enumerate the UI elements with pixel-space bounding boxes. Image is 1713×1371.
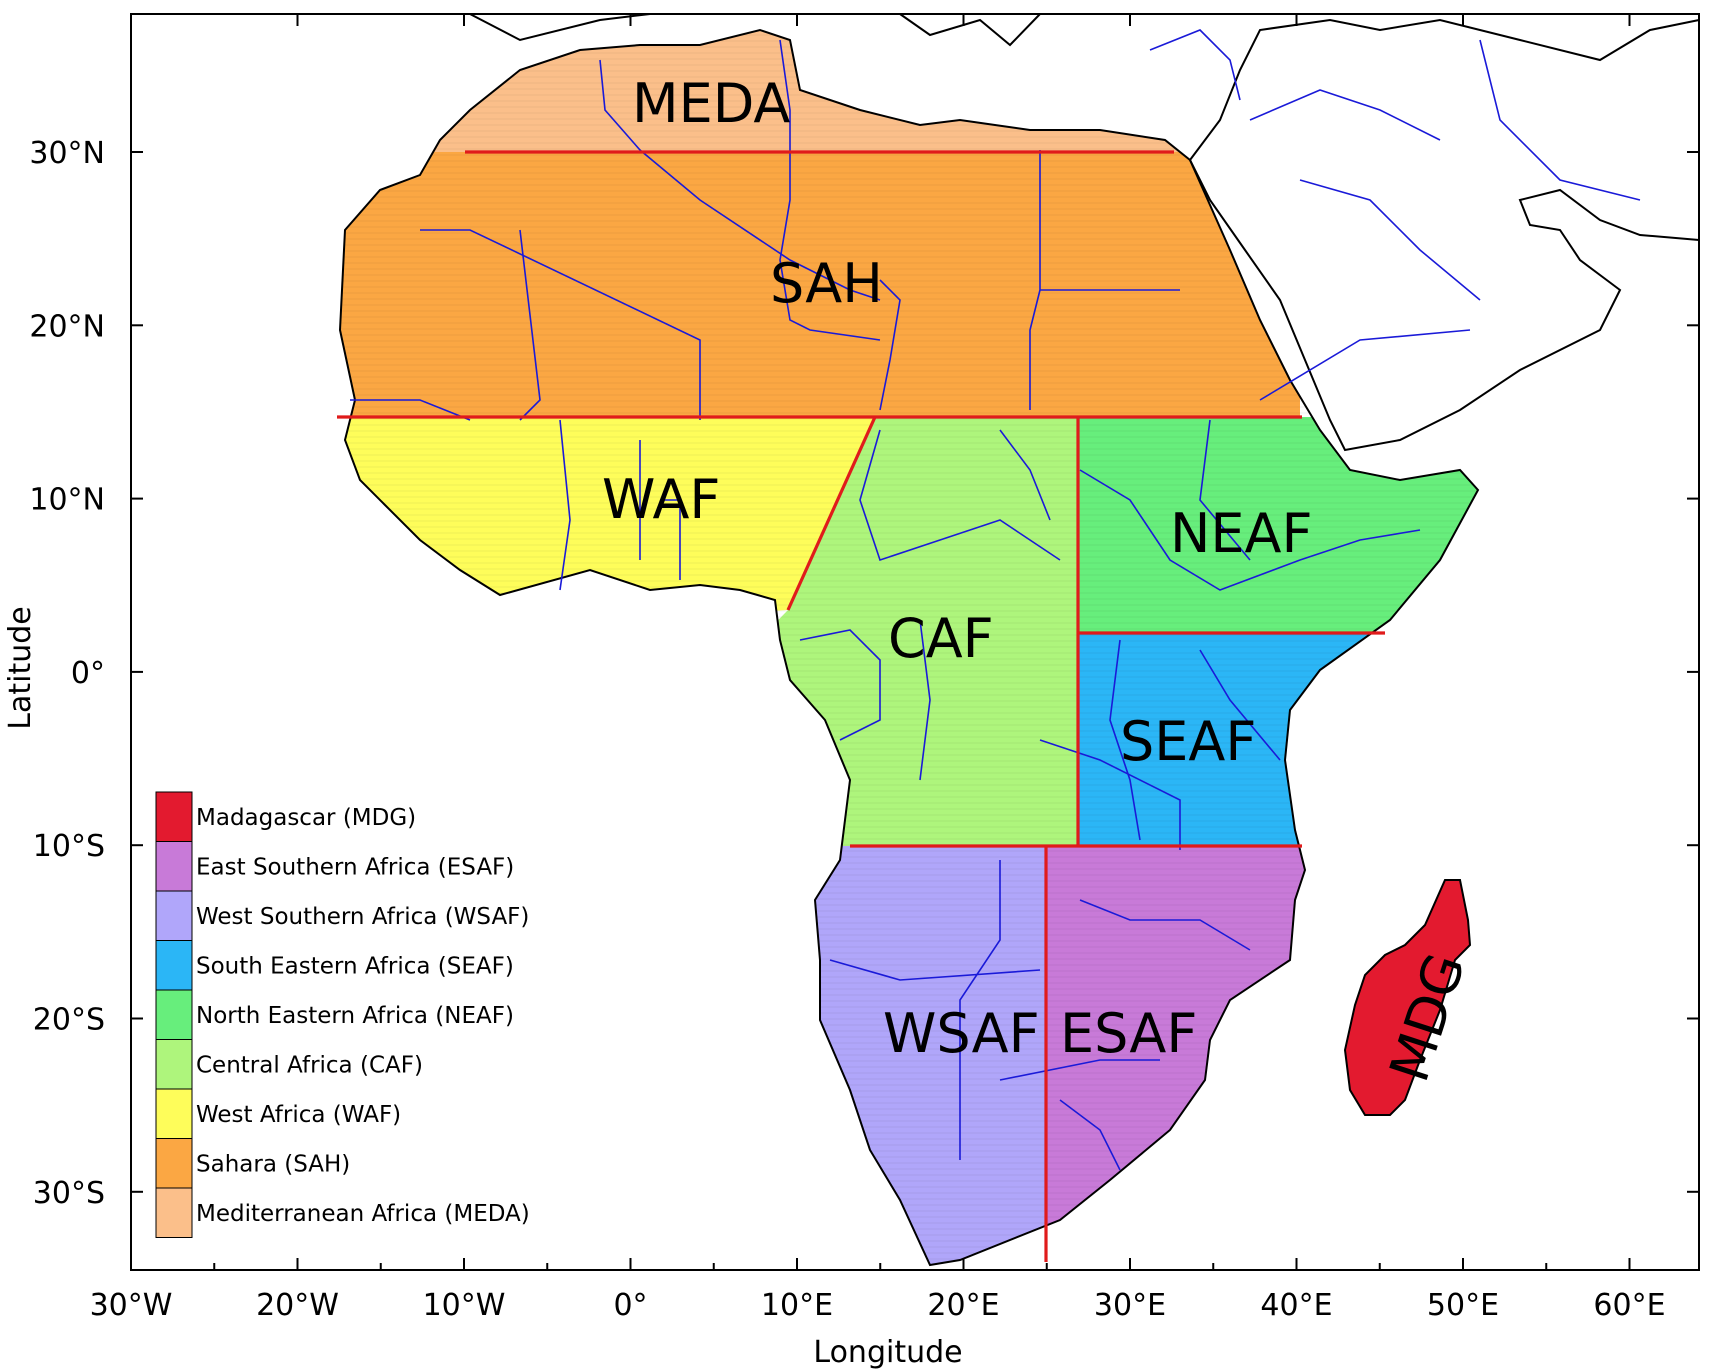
label-esaf: ESAF (1060, 1002, 1197, 1065)
x-tick-label: 50°E (1427, 1288, 1499, 1323)
label-sah: SAH (770, 252, 883, 315)
region-labels: MEDA SAH WAF NEAF CAF SEAF WSAF ESAF MDG (602, 72, 1478, 1089)
x-tick-label: 20°E (927, 1288, 999, 1323)
legend-label: East Southern Africa (ESAF) (196, 854, 514, 880)
y-axis-ticks: 30°N 20°N 10°N 0° 10°S 20°S 30°S (29, 136, 1699, 1211)
legend-label: Central Africa (CAF) (196, 1052, 423, 1078)
label-waf: WAF (602, 468, 720, 531)
y-axis-title: Latitude (3, 606, 38, 729)
y-tick-label: 30°S (33, 1176, 105, 1211)
legend-swatch (155, 841, 193, 892)
y-tick-label: 0° (71, 656, 105, 691)
y-tick-label: 30°N (29, 136, 105, 171)
y-tick-label: 20°S (33, 1003, 105, 1038)
legend-swatch (155, 1187, 193, 1238)
legend-swatch (155, 890, 193, 941)
x-tick-label: 10°W (423, 1288, 506, 1323)
y-tick-label: 10°S (33, 829, 105, 864)
x-tick-label: 0° (613, 1288, 647, 1323)
legend-label: West Africa (WAF) (196, 1102, 401, 1128)
y-tick-label: 10°N (29, 483, 105, 518)
legend-label: Madagascar (MDG) (196, 805, 416, 831)
x-tick-label: 30°W (90, 1288, 173, 1323)
country-borders (350, 29, 1641, 1171)
legend-swatch (155, 1039, 193, 1090)
x-tick-label: 30°E (1094, 1288, 1166, 1323)
legend-label: West Southern Africa (WSAF) (196, 904, 529, 930)
legend-label: South Eastern Africa (SEAF) (196, 953, 514, 979)
x-tick-label: 40°E (1260, 1288, 1332, 1323)
label-seaf: SEAF (1120, 710, 1256, 773)
legend: Madagascar (MDG) East Southern Africa (ES… (155, 791, 530, 1238)
legend-swatch (155, 1138, 193, 1189)
legend-swatch (155, 940, 193, 991)
x-tick-label: 10°E (761, 1288, 833, 1323)
x-tick-label: 60°E (1593, 1288, 1665, 1323)
legend-label: North Eastern Africa (NEAF) (196, 1003, 514, 1029)
y-tick-label: 20°N (29, 309, 105, 344)
x-axis-ticks: 30°W 20°W 10°W 0° 10°E 20°E 30°E 40°E 50°E 60°E (90, 14, 1666, 1323)
mediterranean-north-coast (1189, 18, 1700, 161)
label-caf: CAF (888, 607, 994, 670)
legend-swatch (155, 989, 193, 1040)
legend-label: Mediterranean Africa (MEDA) (196, 1201, 530, 1227)
italy-coast (899, 13, 1041, 47)
region-mdg (1343, 879, 1472, 1116)
label-meda: MEDA (632, 72, 790, 135)
africa-coastline (338, 28, 1480, 1267)
x-axis-title: Longitude (813, 1335, 962, 1370)
label-wsaf: WSAF (883, 1002, 1040, 1065)
legend-swatch (155, 791, 193, 842)
x-tick-label: 20°W (256, 1288, 339, 1323)
arabia-coastline (1189, 159, 1700, 452)
region-boundaries (337, 150, 1385, 1262)
label-neaf: NEAF (1170, 502, 1313, 565)
iberia-coast (469, 13, 651, 42)
legend-label: Sahara (SAH) (196, 1151, 350, 1177)
legend-swatch (155, 1088, 193, 1139)
